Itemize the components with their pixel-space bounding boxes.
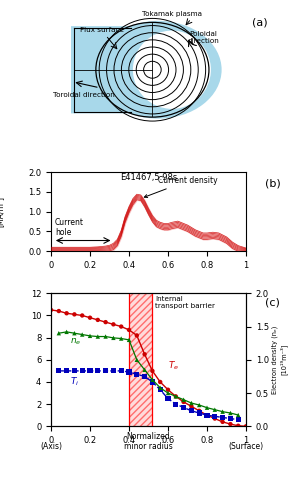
Point: [134, 370, 139, 378]
Point: [127, 368, 131, 376]
Y-axis label: Current density
[MA/m²]: Current density [MA/m²]: [0, 182, 4, 241]
Point: [181, 398, 186, 406]
Point: [95, 316, 100, 324]
Point: [181, 396, 186, 403]
Point: [64, 367, 69, 375]
Point: [244, 422, 248, 430]
Point: [205, 411, 209, 419]
Point: [64, 309, 69, 317]
Point: [173, 393, 178, 400]
Point: [134, 356, 139, 364]
Point: [173, 400, 178, 408]
Point: [119, 335, 124, 342]
Point: [228, 420, 233, 428]
Point: [88, 314, 92, 321]
Point: [189, 399, 194, 407]
Text: $T_e$: $T_e$: [168, 360, 179, 372]
Point: [158, 378, 163, 386]
Text: Current
hole: Current hole: [55, 217, 84, 237]
Point: [127, 326, 131, 334]
Point: [95, 333, 100, 341]
Point: [197, 401, 202, 409]
Point: [72, 330, 77, 337]
Text: Internal
transport barrier: Internal transport barrier: [155, 296, 215, 308]
Ellipse shape: [95, 21, 222, 119]
Ellipse shape: [133, 31, 211, 109]
Point: [142, 373, 147, 380]
Point: [166, 389, 170, 397]
Point: [150, 376, 155, 384]
Text: (a): (a): [252, 17, 268, 27]
Point: [80, 367, 85, 375]
Point: [228, 409, 233, 417]
Point: [181, 404, 186, 411]
Point: [236, 416, 241, 423]
Point: [103, 367, 108, 375]
Text: (Surface): (Surface): [228, 442, 264, 451]
Point: [56, 367, 61, 375]
Point: [212, 415, 217, 422]
Point: [220, 408, 225, 415]
Point: [111, 334, 116, 342]
Point: [158, 384, 163, 391]
Text: (c): (c): [266, 297, 280, 308]
Point: [150, 378, 155, 386]
FancyBboxPatch shape: [69, 26, 131, 114]
Point: [205, 411, 209, 419]
Point: [236, 411, 241, 419]
Point: [80, 312, 85, 319]
Point: [212, 406, 217, 413]
Point: [88, 367, 92, 375]
Point: [119, 323, 124, 331]
Bar: [129, 293, 152, 426]
Point: [103, 333, 108, 341]
Text: Tokamak plasma: Tokamak plasma: [142, 11, 202, 17]
Point: [142, 351, 147, 358]
Text: E41467,5.98s: E41467,5.98s: [120, 173, 177, 182]
Point: [220, 413, 225, 421]
Point: [127, 336, 131, 344]
Text: Flux surface: Flux surface: [80, 27, 124, 33]
Point: [228, 415, 233, 422]
Text: Toroidal direction: Toroidal direction: [53, 92, 115, 98]
Bar: [51, 10, 70, 130]
Point: [166, 386, 170, 394]
Point: [49, 306, 53, 314]
Point: [80, 331, 85, 338]
Point: [103, 318, 108, 326]
Point: [205, 404, 209, 411]
Point: [88, 332, 92, 340]
Point: [158, 386, 163, 394]
Point: [150, 367, 155, 375]
Point: [189, 402, 194, 410]
Point: [119, 367, 124, 375]
Point: [72, 367, 77, 375]
Point: [173, 393, 178, 400]
Point: [197, 407, 202, 415]
Point: [166, 395, 170, 402]
Point: [189, 407, 194, 415]
Point: [56, 330, 61, 337]
Point: [111, 320, 116, 328]
Text: Normalized
minor radius: Normalized minor radius: [124, 432, 173, 451]
Point: [56, 307, 61, 315]
Point: [220, 418, 225, 426]
Point: [134, 331, 139, 339]
Text: Current density: Current density: [144, 176, 218, 197]
Point: [197, 409, 202, 417]
Point: [142, 366, 147, 374]
Bar: [129, 293, 152, 426]
Text: $n_e$: $n_e$: [70, 336, 82, 347]
Point: [236, 422, 241, 430]
Point: [64, 328, 69, 336]
Text: Poloidal
direction: Poloidal direction: [187, 31, 219, 44]
Text: (b): (b): [266, 178, 281, 188]
Text: $T_i$: $T_i$: [70, 375, 80, 388]
Point: [95, 367, 100, 375]
Text: (Axis): (Axis): [40, 442, 62, 451]
Point: [72, 310, 77, 318]
Point: [111, 367, 116, 375]
Y-axis label: Electron density (nₑ)
[10¹⁹m⁻³]: Electron density (nₑ) [10¹⁹m⁻³]: [272, 326, 287, 394]
Point: [212, 412, 217, 420]
